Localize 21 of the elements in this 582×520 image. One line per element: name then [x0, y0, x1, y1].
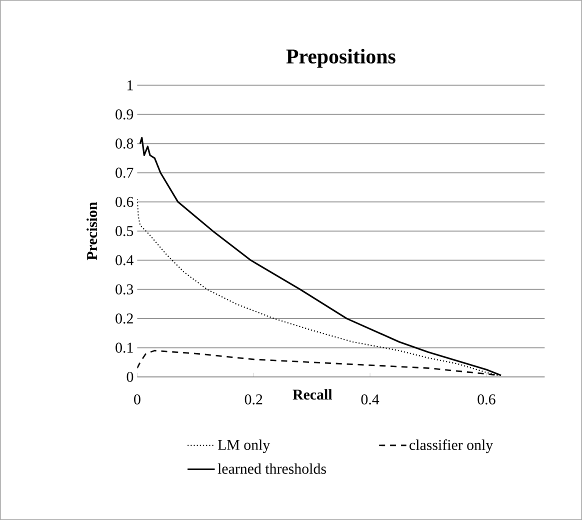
legend-label: LM only: [218, 439, 270, 453]
y-axis-title: Precision: [86, 202, 98, 260]
y-tick-label: 0.3: [116, 284, 134, 294]
y-tick-label: 0.9: [116, 109, 134, 120]
legend-label: learned thresholds: [218, 463, 326, 474]
legend-label: classifier only: [410, 439, 494, 454]
x-tick-label: 0.6: [478, 394, 496, 404]
y-tick-label: 0.7: [116, 168, 134, 178]
chart-title: Prepositions: [286, 48, 396, 68]
y-tick-label: 1: [128, 80, 133, 90]
x-tick-label: 0: [134, 394, 140, 404]
x-axis-title: Recall: [292, 389, 332, 400]
y-tick-label: 0.2: [116, 313, 133, 324]
y-tick-label: 0: [126, 372, 134, 382]
y-tick-label: 0.6: [116, 196, 134, 207]
y-tick-label: 0.1: [116, 342, 133, 353]
y-tick-label: 0.4: [116, 255, 134, 266]
y-tick-label: 0.8: [116, 138, 134, 149]
y-tick-label: 0.5: [116, 226, 134, 236]
x-tick-label: 0.4: [361, 394, 380, 404]
x-tick-label: 0.2: [244, 394, 262, 404]
